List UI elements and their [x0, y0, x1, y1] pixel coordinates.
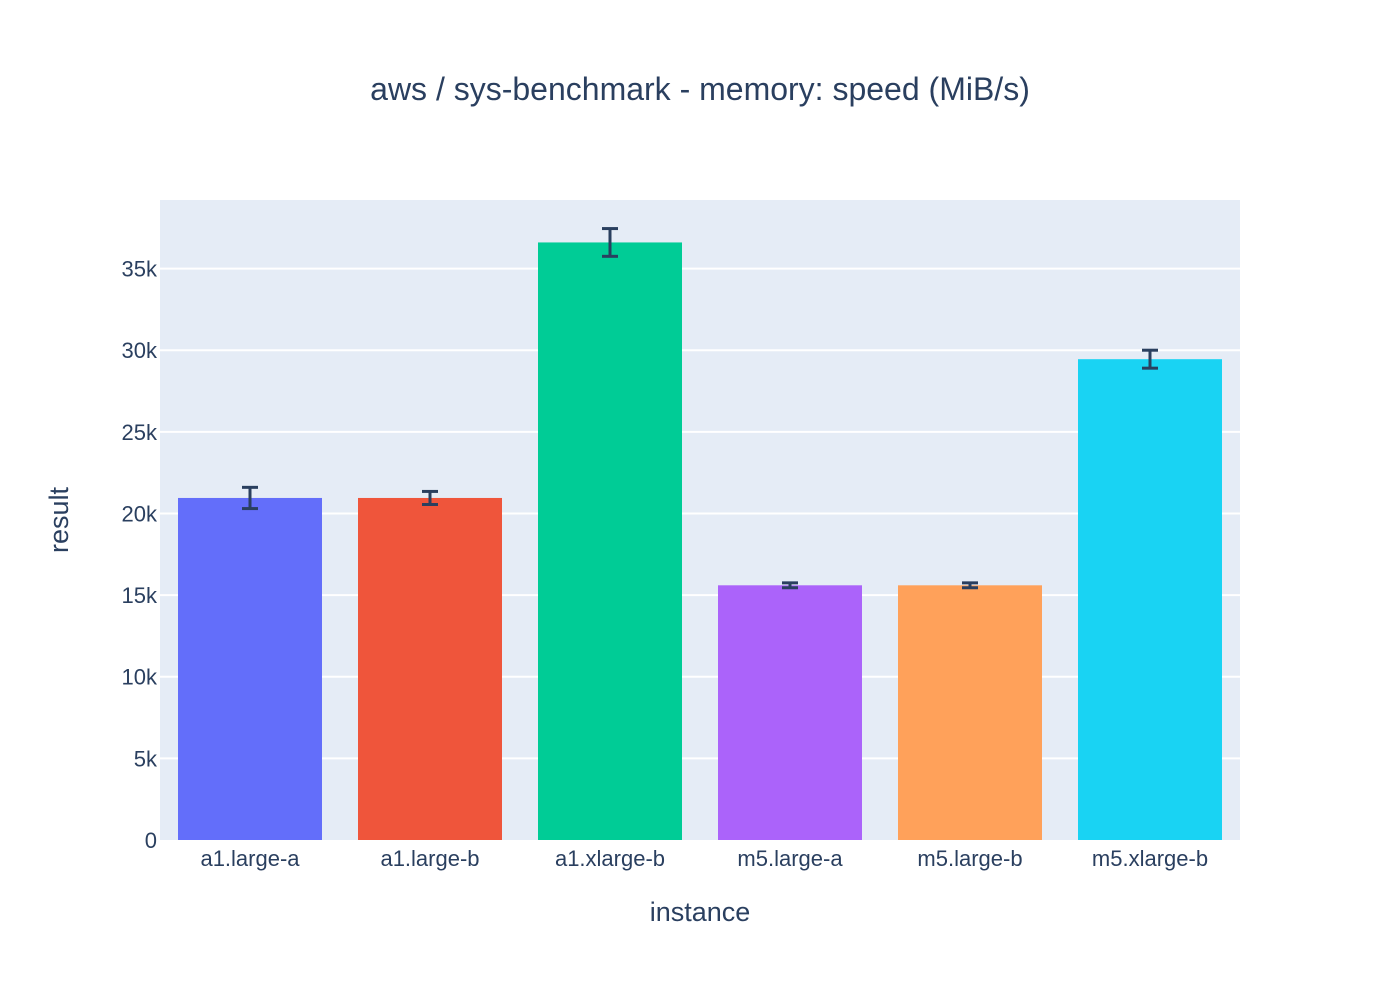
x-tick-label: m5.large-b	[917, 846, 1022, 871]
error-bars	[242, 227, 1158, 590]
y-tick-label: 35k	[122, 257, 158, 282]
y-tick-label: 15k	[122, 583, 158, 608]
error-bar-a1.large-b	[422, 489, 438, 506]
bar-a1.large-a	[178, 497, 322, 840]
y-tick-label: 5k	[134, 746, 158, 771]
y-tick-label: 10k	[122, 665, 158, 690]
x-axis-ticks: a1.large-a a1.large-b a1.xlarge-b m5.large-…	[200, 846, 1208, 871]
chart-title: aws / sys-benchmark - memory: speed (MiB…	[370, 71, 1030, 107]
error-bar-m5.large-b	[962, 581, 978, 590]
bar-m5.xlarge-b	[1078, 359, 1222, 840]
y-tick-label: 20k	[122, 501, 158, 526]
bar-a1.large-b	[358, 497, 502, 840]
error-bar-a1.xlarge-b	[602, 227, 618, 258]
y-gridlines	[160, 267, 1240, 760]
y-axis-ticks: 0 5k 10k 15k 20k 25k 30k 35k	[122, 257, 158, 853]
x-tick-label: a1.xlarge-b	[555, 846, 665, 871]
y-tick-label: 0	[145, 828, 157, 853]
bar-m5.large-a	[718, 585, 862, 840]
plot-area	[160, 200, 1240, 840]
x-tick-label: m5.xlarge-b	[1092, 846, 1208, 871]
x-tick-label: a1.large-a	[200, 846, 300, 871]
y-tick-label: 25k	[122, 420, 158, 445]
x-axis-title: instance	[650, 897, 751, 927]
error-bar-a1.large-a	[242, 485, 258, 511]
y-axis-title: result	[44, 486, 74, 553]
y-tick-label: 30k	[122, 338, 158, 363]
error-bar-m5.xlarge-b	[1142, 348, 1158, 370]
x-tick-label: a1.large-b	[380, 846, 479, 871]
bars	[178, 242, 1222, 840]
x-tick-label: m5.large-a	[737, 846, 843, 871]
bar-a1.xlarge-b	[538, 242, 682, 840]
bar-m5.large-b	[898, 585, 1042, 840]
error-bar-m5.large-a	[782, 581, 798, 590]
